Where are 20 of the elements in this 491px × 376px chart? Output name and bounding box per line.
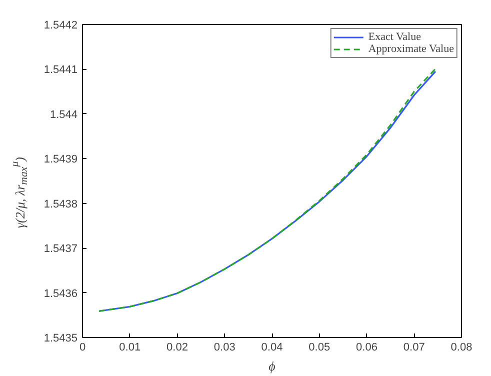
x-tick-label: 0.02	[166, 342, 188, 354]
y-tick-label: 1.5442	[44, 20, 78, 32]
x-tick-label: 0.06	[356, 342, 378, 354]
x-tick-label: 0.03	[214, 342, 236, 354]
y-tick-label: 1.5437	[44, 243, 78, 256]
y-tick-label: 1.5435	[44, 332, 78, 344]
x-tick-label: 0.07	[403, 342, 425, 354]
y-tick-label: 1.5438	[44, 198, 78, 210]
y-tick-label: 1.544	[50, 108, 78, 121]
x-tick-label: 0.05	[308, 342, 330, 354]
legend-label: Exact Value	[368, 31, 421, 43]
x-axis-title: ϕ	[268, 358, 276, 374]
x-tick-label: 0	[79, 342, 86, 354]
y-tick-label: 1.5441	[44, 64, 78, 76]
x-tick-label: 0.01	[119, 342, 141, 354]
legend-label: Approximate Value	[368, 43, 454, 55]
x-tick-label: 0.04	[261, 342, 283, 354]
y-tick-label: 1.5436	[44, 288, 78, 300]
x-tick-label: 0.08	[450, 342, 472, 354]
y-tick-label: 1.5439	[44, 154, 78, 166]
